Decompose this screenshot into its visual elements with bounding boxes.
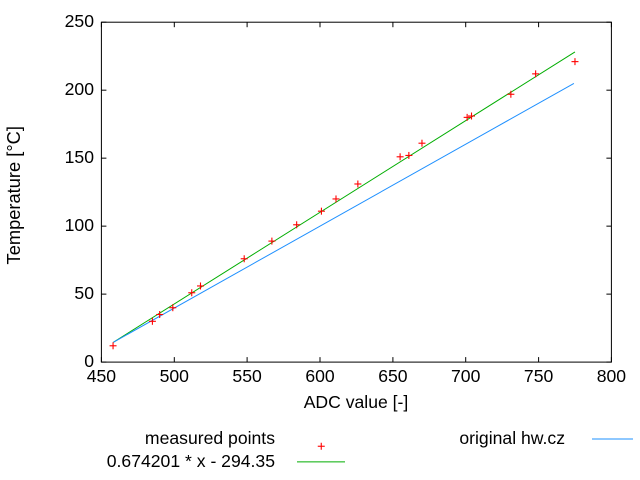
svg-text:original hw.cz: original hw.cz	[459, 428, 565, 448]
svg-text:250: 250	[65, 11, 95, 31]
svg-text:450: 450	[87, 366, 117, 386]
svg-text:100: 100	[65, 215, 95, 235]
svg-text:0.674201 * x - 294.35: 0.674201 * x - 294.35	[107, 451, 275, 471]
svg-text:500: 500	[160, 366, 190, 386]
svg-text:50: 50	[74, 283, 94, 303]
svg-text:600: 600	[305, 366, 335, 386]
svg-text:550: 550	[232, 366, 262, 386]
svg-text:measured points: measured points	[145, 428, 275, 448]
svg-text:700: 700	[451, 366, 481, 386]
svg-text:ADC value [-]: ADC value [-]	[304, 392, 409, 412]
svg-text:750: 750	[524, 366, 554, 386]
svg-text:Temperature [°C]: Temperature [°C]	[3, 126, 24, 264]
svg-text:650: 650	[378, 366, 408, 386]
svg-text:150: 150	[65, 147, 95, 167]
svg-text:800: 800	[597, 366, 627, 386]
svg-text:200: 200	[65, 79, 95, 99]
